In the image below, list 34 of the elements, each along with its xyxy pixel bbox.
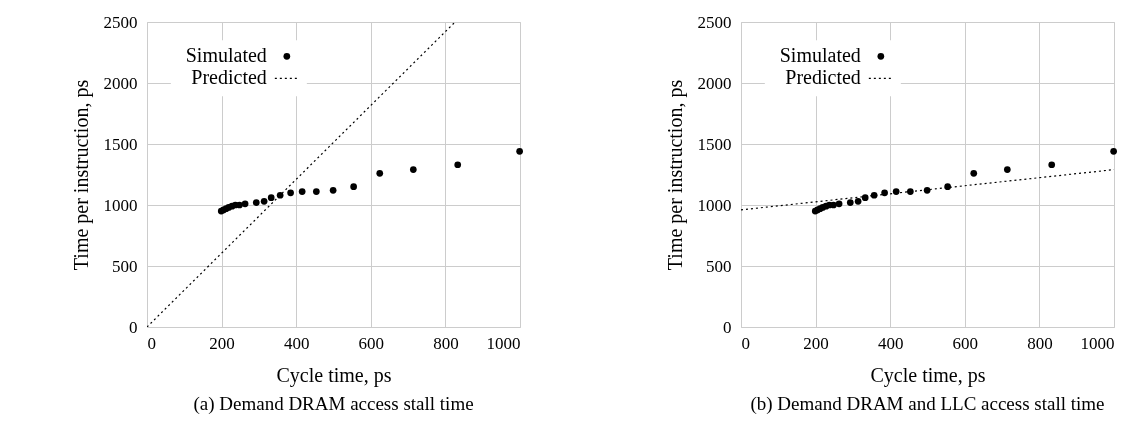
y-tick-label: 2000 [697,73,732,93]
y-axis-title: Time per instruction, ps [69,79,93,271]
x-tick-label: 400 [877,333,904,353]
x-tick-label: 1000 [1080,333,1115,353]
y-tick-label: 2500 [697,12,732,32]
text: (b) Demand DRAM and LLC access stall time [750,393,1105,415]
y-tick-label: 500 [112,256,138,276]
legend-label: Simulated [185,44,267,67]
x-axis-title: Cycle time, ps [276,363,392,387]
y-tick-label: 2000 [103,73,138,93]
x-tick-label: 1000 [486,333,521,353]
x-tick-label: 800 [1027,333,1053,353]
y-tick-label: 1500 [103,134,138,154]
y-tick-label: 2500 [103,12,138,32]
x-tick-label: 200 [803,333,829,353]
y-tick-label: 0 [723,317,732,337]
legend-label: Predicted [785,66,861,89]
y-axis-title: Time per instruction, ps [663,79,687,271]
x-axis-title: Cycle time, ps [870,363,986,387]
x-tick-label: 400 [283,333,310,353]
x-tick-label: 0 [147,333,156,353]
text: (a) Demand DRAM access stall time [193,393,474,415]
x-tick-label: 200 [209,333,235,353]
x-tick-label: 600 [952,333,979,353]
x-tick-label: 600 [358,333,385,353]
y-tick-label: 1000 [103,195,138,215]
x-tick-label: 800 [433,333,459,353]
x-tick-label: 0 [741,333,750,353]
legend-label: Predicted [191,66,267,89]
legend-label: Simulated [779,44,861,67]
y-tick-label: 0 [129,317,138,337]
y-tick-label: 500 [706,256,732,276]
y-tick-label: 1000 [697,195,732,215]
y-tick-label: 1500 [697,134,732,154]
